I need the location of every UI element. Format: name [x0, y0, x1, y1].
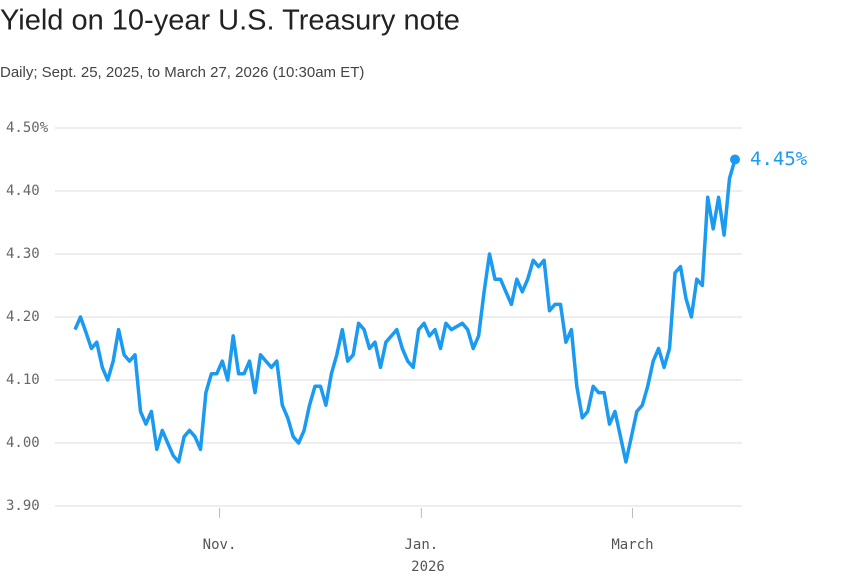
y-tick-label: 3.90	[6, 498, 40, 514]
y-tick-label: 4.00	[6, 435, 40, 451]
y-tick-label: 4.20	[6, 309, 40, 325]
end-label: 4.45%	[750, 148, 808, 170]
end-dot	[730, 154, 740, 165]
chart-title: Yield on 10-year U.S. Treasury note	[0, 5, 460, 37]
x-year-label: 2026	[411, 559, 445, 575]
line	[73, 159, 737, 464]
chart-subtitle: Daily; Sept. 25, 2025, to March 27, 2026…	[0, 64, 364, 81]
x-tick-label: March	[611, 537, 653, 553]
y-tick-label: 4.50%	[6, 120, 49, 136]
x-tick-label: Nov.	[203, 537, 237, 553]
x-tick-label: Jan.	[405, 537, 439, 553]
y-tick-label: 4.30	[6, 246, 40, 262]
y-tick-label: 4.40	[6, 183, 40, 199]
y-tick-label: 4.10	[6, 372, 40, 388]
